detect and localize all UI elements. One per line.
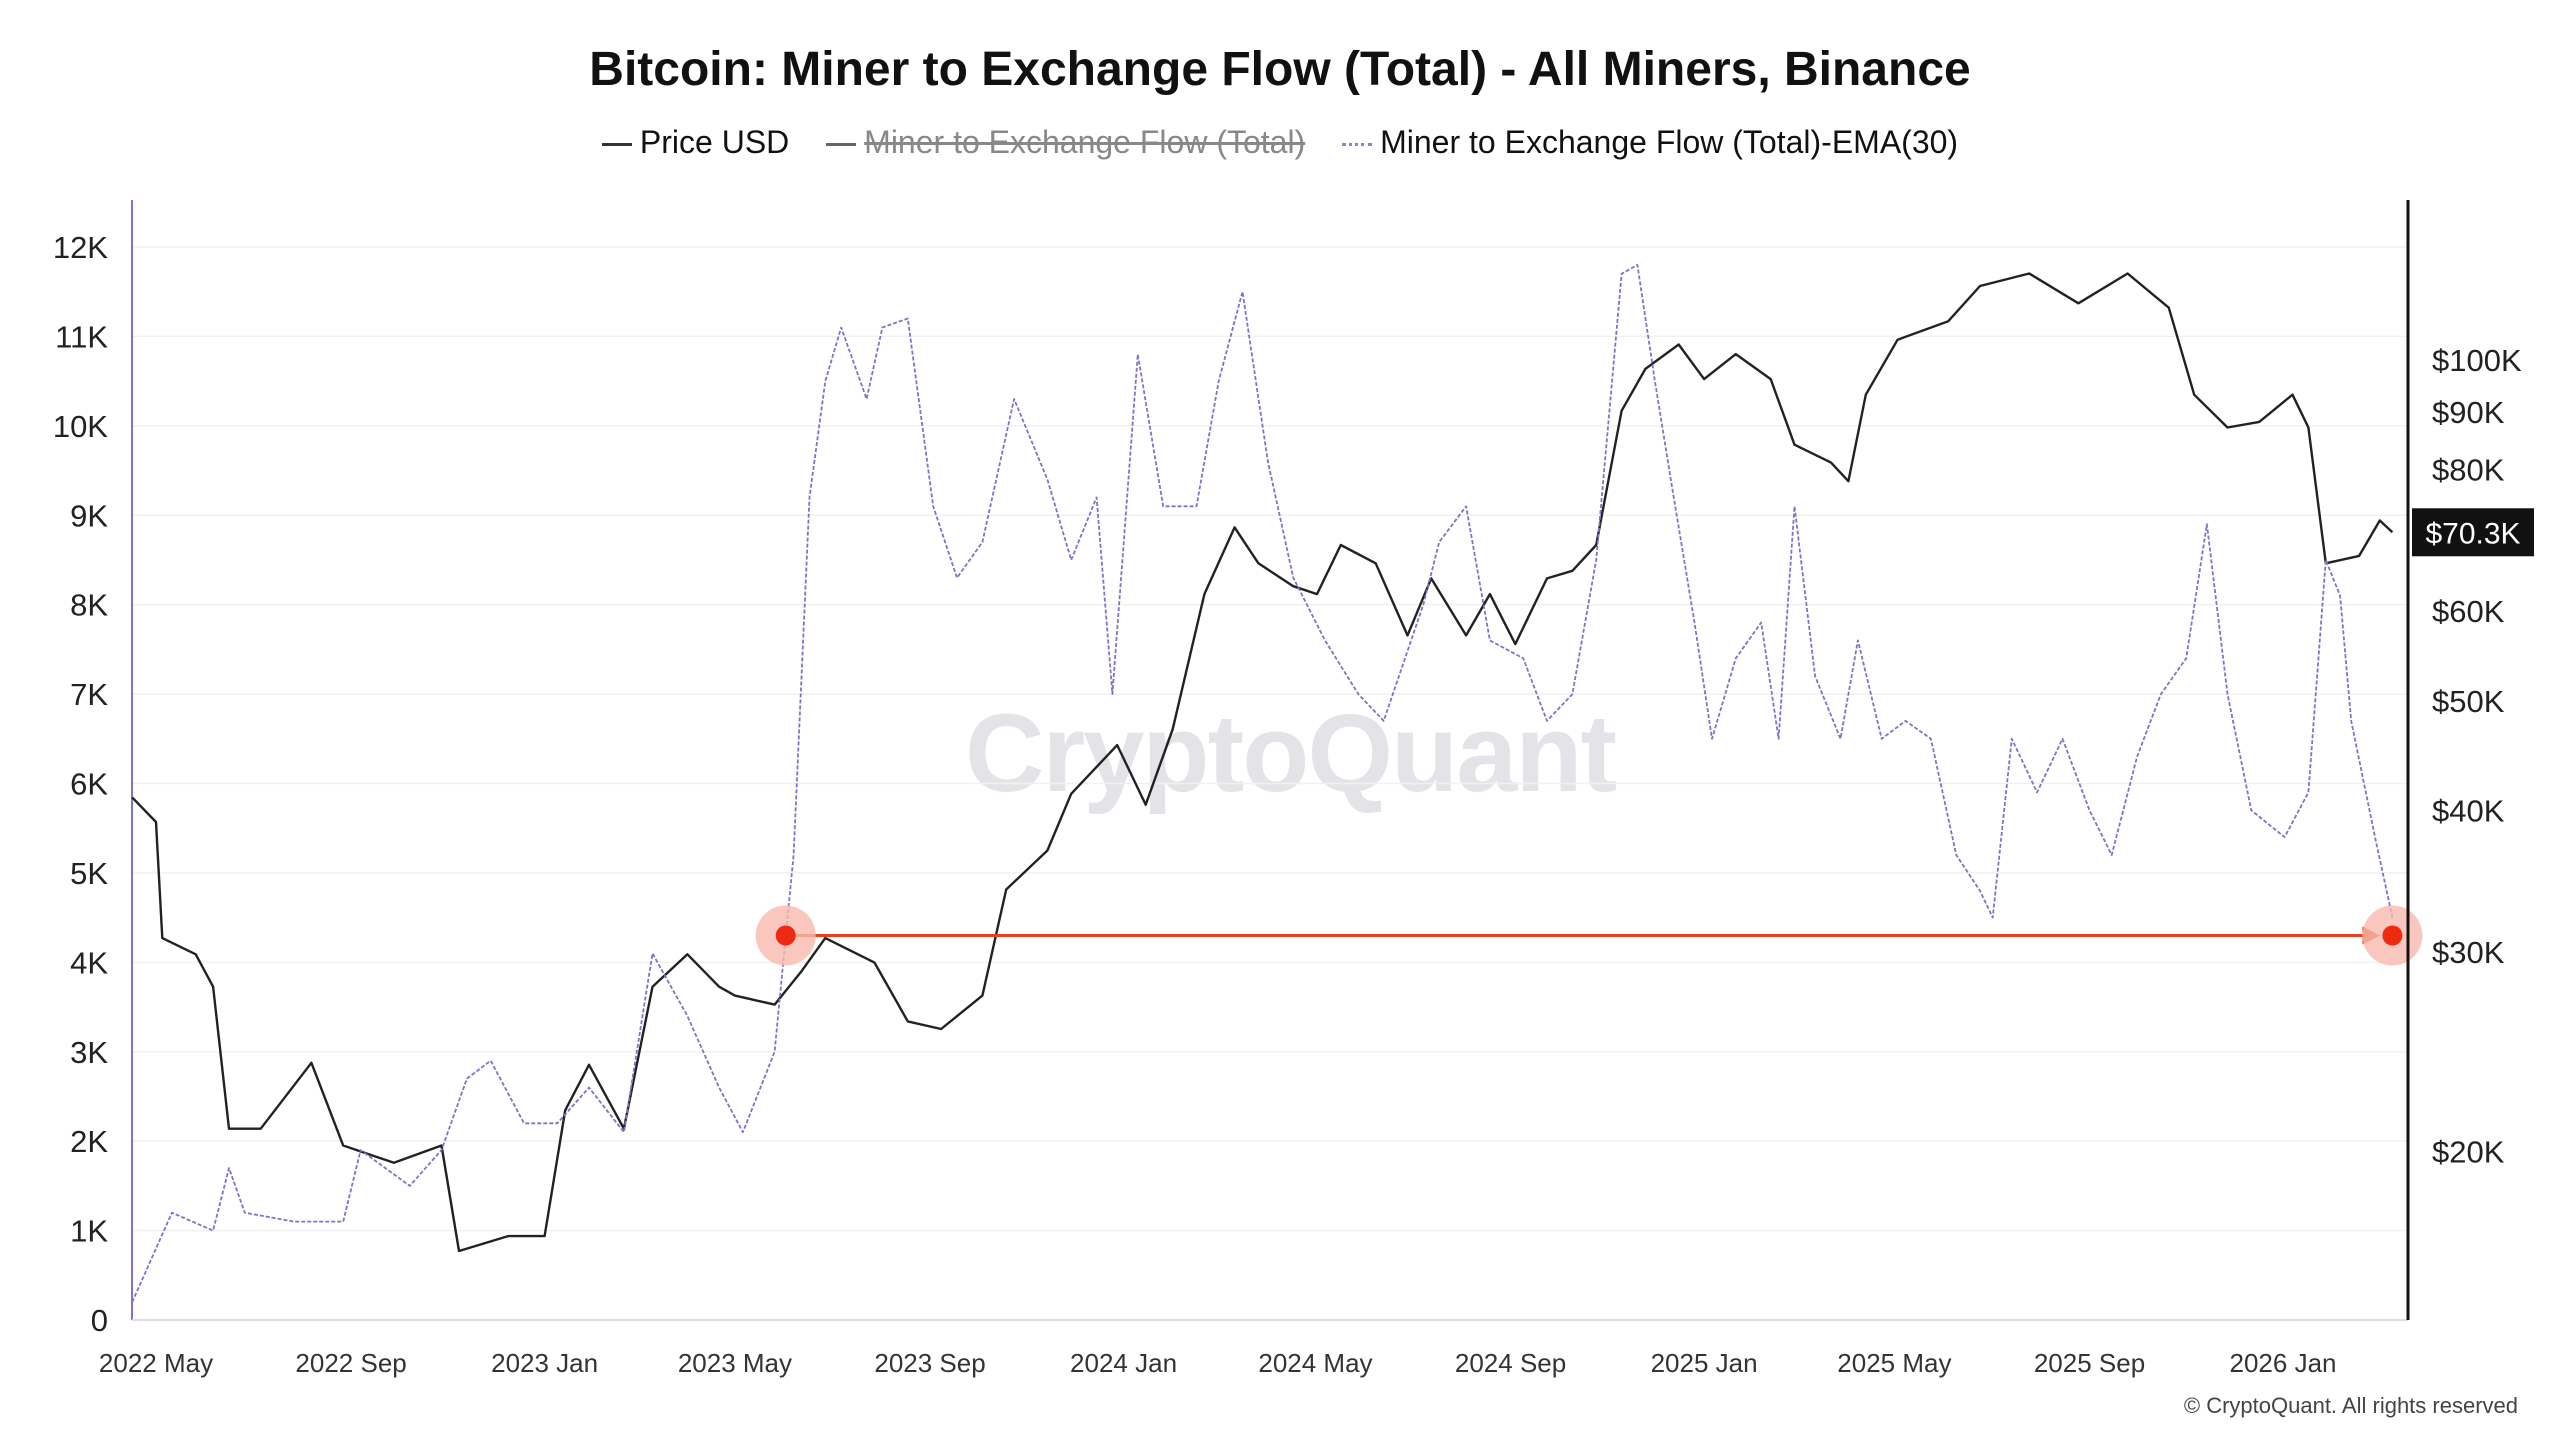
y-tick-label: 0 (91, 1303, 108, 1338)
y2-tick-label: $60K (2432, 594, 2505, 629)
y-tick-label: 3K (70, 1035, 108, 1070)
legend-label: Miner to Exchange Flow (Total)-EMA(30) (1380, 124, 1959, 160)
x-tick-label: 2023 May (678, 1348, 792, 1378)
x-tick-label: 2024 May (1258, 1348, 1372, 1378)
y-tick-label: 8K (70, 588, 108, 623)
legend-item-price[interactable]: Price USD (601, 124, 790, 161)
copyright: © CryptoQuant. All rights reserved (2183, 1393, 2518, 1418)
y2-tick-label: $20K (2432, 1134, 2505, 1169)
x-tick-label: 2025 Jan (1651, 1348, 1758, 1378)
y-tick-label: 10K (53, 409, 108, 444)
legend-swatch (826, 143, 857, 147)
legend-item-ema[interactable]: Miner to Exchange Flow (Total)-EMA(30) (1342, 124, 1958, 161)
x-tick-label: 2022 May (99, 1348, 213, 1378)
legend: Price USD Miner to Exchange Flow (Total)… (0, 124, 2560, 161)
legend-label: Price USD (639, 124, 790, 160)
y2-tick-label: $50K (2432, 684, 2505, 719)
x-tick-label: 2025 Sep (2034, 1348, 2145, 1378)
x-tick-label: 2026 Jan (2230, 1348, 2337, 1378)
current-price-label: $70.3K (2425, 517, 2520, 550)
y2-tick-label: $80K (2432, 453, 2505, 488)
x-tick-label: 2022 Sep (295, 1348, 406, 1378)
current-price-tag (2412, 508, 2534, 557)
y2-tick-label: $30K (2432, 935, 2505, 970)
y2-tick-label: $100K (2432, 343, 2522, 378)
price-line (131, 272, 2394, 1253)
x-tick-label: 2024 Jan (1070, 1348, 1177, 1378)
y-tick-label: 6K (70, 767, 108, 802)
legend-swatch (1342, 143, 1373, 147)
legend-swatch (601, 143, 632, 147)
legend-label: Miner to Exchange Flow (Total) (864, 124, 1306, 160)
y-tick-label: 9K (70, 498, 108, 533)
y-tick-label: 11K (55, 319, 108, 354)
x-tick-label: 2025 May (1837, 1348, 1951, 1378)
y2-tick-label: $40K (2432, 794, 2505, 829)
y-tick-label: 12K (53, 230, 108, 265)
legend-item-flow[interactable]: Miner to Exchange Flow (Total) (826, 124, 1305, 161)
ema-line (131, 263, 2394, 1303)
y2-tick-label: $90K (2432, 395, 2505, 430)
annotation-start-dot (775, 925, 796, 946)
y-tick-label: 2K (70, 1124, 108, 1159)
y-tick-label: 5K (70, 856, 108, 891)
x-tick-label: 2024 Sep (1455, 1348, 1566, 1378)
x-tick-label: 2023 Jan (491, 1348, 598, 1378)
y-tick-label: 1K (70, 1214, 108, 1249)
x-tick-label: 2023 Sep (874, 1348, 985, 1378)
chart-title: Bitcoin: Miner to Exchange Flow (Total) … (589, 43, 1971, 96)
watermark: CryptoQuant (965, 692, 1617, 815)
annotation-end-dot (2382, 925, 2403, 946)
y-tick-label: 7K (70, 677, 108, 712)
y-tick-label: 4K (70, 945, 108, 980)
